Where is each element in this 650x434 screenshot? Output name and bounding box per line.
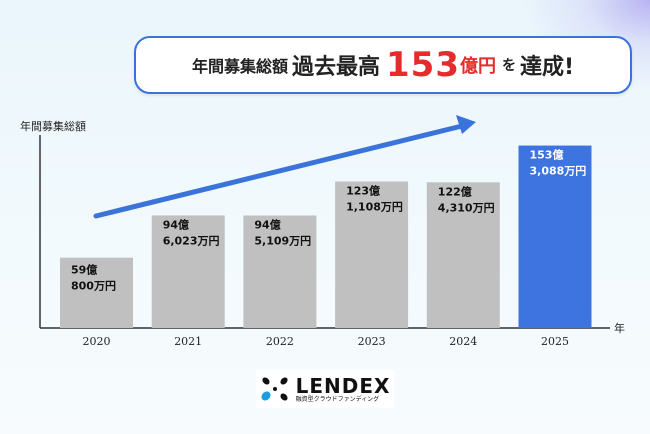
bar-2020 bbox=[60, 257, 133, 328]
data-label-2024: 4,310万円 bbox=[438, 201, 495, 214]
logo-mark-icon bbox=[261, 377, 288, 401]
banner-text-6: 達成! bbox=[519, 55, 575, 80]
data-label-2021: 94億 bbox=[163, 217, 189, 231]
logo-tagline: 融資型クラウドファンディング bbox=[295, 395, 380, 403]
y-axis-label: 年間募集総額 bbox=[20, 120, 86, 133]
data-label-2024: 122億 bbox=[438, 184, 472, 198]
x-tick-label: 2023 bbox=[358, 335, 386, 348]
data-label-2025: 153億 bbox=[530, 148, 564, 162]
logo-name: LENDEX bbox=[295, 373, 391, 398]
data-label-2021: 6,023万円 bbox=[163, 234, 220, 247]
banner-unit: 億円 bbox=[459, 56, 496, 77]
data-label-2022: 94億 bbox=[254, 218, 280, 232]
x-tick-label: 2021 bbox=[174, 335, 202, 348]
banner-amount: 153 bbox=[386, 45, 460, 85]
data-label-2023: 1,108万円 bbox=[346, 200, 403, 213]
trend-arrow-head-icon bbox=[456, 115, 476, 134]
banner-text-1: 年間募集総額 bbox=[191, 57, 288, 76]
trend-arrow-line bbox=[93, 123, 465, 219]
data-label-2020: 59億 bbox=[71, 263, 97, 277]
x-tick-label: 2020 bbox=[83, 335, 111, 348]
data-label-2022: 5,109万円 bbox=[254, 235, 311, 248]
x-tick-label: 2024 bbox=[449, 335, 477, 348]
bar-2025 bbox=[518, 145, 592, 328]
headline-banner: 年間募集総額 過去最高 153 億円 を 達成! bbox=[134, 36, 632, 94]
data-label-2025: 3,088万円 bbox=[530, 165, 587, 178]
bar-2022 bbox=[243, 215, 317, 328]
x-axis-label: 年 bbox=[614, 321, 625, 335]
bar-2021 bbox=[151, 215, 225, 328]
x-tick-label: 2022 bbox=[266, 335, 294, 348]
x-tick-label: 2025 bbox=[541, 335, 569, 348]
lendex-logo: LENDEX 融資型クラウドファンディング bbox=[256, 370, 394, 408]
data-label-2020: 800万円 bbox=[71, 280, 116, 293]
data-label-2023: 123億 bbox=[346, 183, 380, 197]
bar-2023 bbox=[335, 181, 409, 328]
banner-text-2: 過去最高 bbox=[291, 55, 380, 80]
bar-2024 bbox=[426, 182, 500, 328]
banner-text-5: を bbox=[501, 58, 516, 74]
